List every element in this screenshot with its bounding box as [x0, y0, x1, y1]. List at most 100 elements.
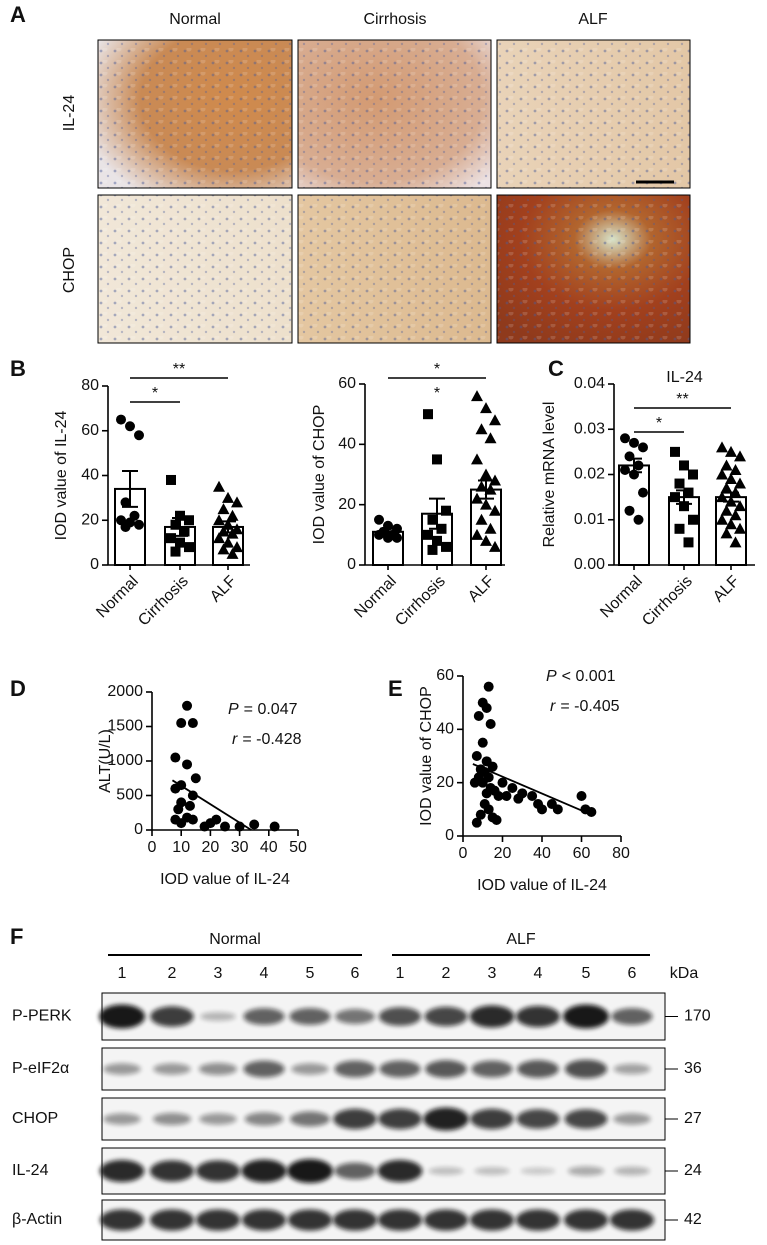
data-point — [187, 814, 198, 825]
data-point — [217, 525, 230, 537]
x-tick-label: 20 — [202, 839, 220, 856]
data-point — [187, 718, 198, 729]
data-point — [620, 464, 630, 475]
x-axis-label: IOD value of IL-24 — [477, 877, 607, 894]
kda-label: 24 — [684, 1162, 702, 1179]
data-point — [166, 533, 176, 544]
y-tick-label: 0.04 — [574, 375, 605, 392]
data-point — [679, 460, 689, 471]
data-point — [475, 480, 488, 492]
data-point — [427, 514, 438, 525]
data-point — [688, 469, 698, 480]
data-point — [483, 681, 494, 692]
lane-label: 3 — [488, 965, 497, 982]
data-point — [475, 809, 486, 820]
data-point — [734, 522, 746, 534]
data-point — [729, 486, 742, 498]
data-point — [725, 445, 737, 457]
stat-annotation: P = 0.047 — [228, 701, 298, 718]
data-point — [483, 804, 494, 815]
lane-label: 1 — [118, 965, 127, 982]
band — [200, 1012, 236, 1021]
data-point — [120, 497, 131, 508]
band — [563, 1209, 609, 1231]
data-point — [729, 509, 742, 521]
column-header: Cirrhosis — [363, 11, 426, 28]
data-point — [120, 521, 131, 532]
data-point — [679, 501, 689, 512]
band — [291, 1063, 329, 1075]
data-point — [720, 482, 733, 494]
data-point — [182, 700, 193, 711]
y-tick-label: 40 — [81, 467, 99, 484]
row-label: P-eIF2α — [12, 1060, 69, 1077]
data-point — [487, 812, 498, 823]
band — [425, 1060, 467, 1078]
band — [99, 1209, 145, 1231]
row-label: CHOP — [12, 1110, 58, 1127]
data-point — [175, 537, 185, 548]
y-axis-label: IOD value of CHOP — [418, 686, 435, 826]
data-point — [481, 788, 492, 799]
kda-label: 42 — [684, 1211, 702, 1228]
unit-label: kDa — [670, 965, 699, 982]
x-tick-label: 0 — [459, 845, 468, 862]
data-point — [716, 441, 728, 453]
panel-label: D — [10, 676, 26, 701]
data-point — [469, 777, 480, 788]
data-point — [683, 487, 694, 498]
data-point — [116, 414, 126, 425]
data-point — [179, 526, 190, 537]
y-tick-label: 40 — [436, 721, 454, 738]
row-header: CHOP — [61, 247, 78, 293]
data-point — [507, 783, 518, 793]
data-point — [734, 500, 746, 512]
band — [149, 1160, 195, 1182]
x-tick-label: 50 — [289, 839, 307, 856]
x-tick-label: 30 — [231, 839, 249, 856]
data-point — [481, 703, 492, 713]
band — [377, 1209, 423, 1231]
band — [334, 1060, 376, 1078]
stat-symbol: P — [228, 701, 239, 718]
data-point — [269, 821, 280, 832]
data-point — [493, 791, 504, 801]
x-tick-label: 20 — [494, 845, 512, 862]
data-point — [471, 817, 482, 828]
data-point — [432, 454, 442, 465]
data-point — [173, 804, 184, 815]
data-point — [484, 432, 497, 444]
significance-label: ** — [173, 361, 185, 378]
data-point — [734, 450, 746, 462]
band — [195, 1160, 241, 1182]
data-point — [674, 523, 685, 534]
band — [99, 1159, 145, 1183]
fit-line — [171, 779, 252, 831]
data-point — [213, 480, 225, 492]
x-tick-label: 80 — [612, 845, 630, 862]
band — [241, 1209, 287, 1231]
data-point — [477, 737, 488, 748]
data-point — [480, 498, 492, 510]
stat-annotation: P < 0.001 — [546, 668, 616, 685]
data-point — [170, 519, 181, 530]
data-point — [725, 518, 737, 530]
y-tick-label: 0.02 — [574, 466, 605, 483]
data-point — [187, 790, 198, 801]
data-point — [427, 544, 438, 555]
data-point — [213, 532, 225, 544]
data-point — [475, 423, 488, 435]
data-point — [527, 791, 538, 801]
data-point — [537, 804, 547, 815]
y-tick-label: 0 — [134, 821, 143, 838]
data-point — [220, 821, 230, 832]
kda-label: 170 — [684, 1008, 711, 1025]
data-point — [423, 409, 433, 420]
band — [567, 1166, 605, 1176]
band — [517, 1060, 559, 1078]
y-tick-label: 0.00 — [574, 556, 605, 573]
data-point — [211, 814, 222, 825]
y-tick-label: 60 — [436, 667, 454, 684]
lane-label: 2 — [442, 965, 451, 982]
y-axis-label: IOD value of CHOP — [311, 405, 328, 545]
